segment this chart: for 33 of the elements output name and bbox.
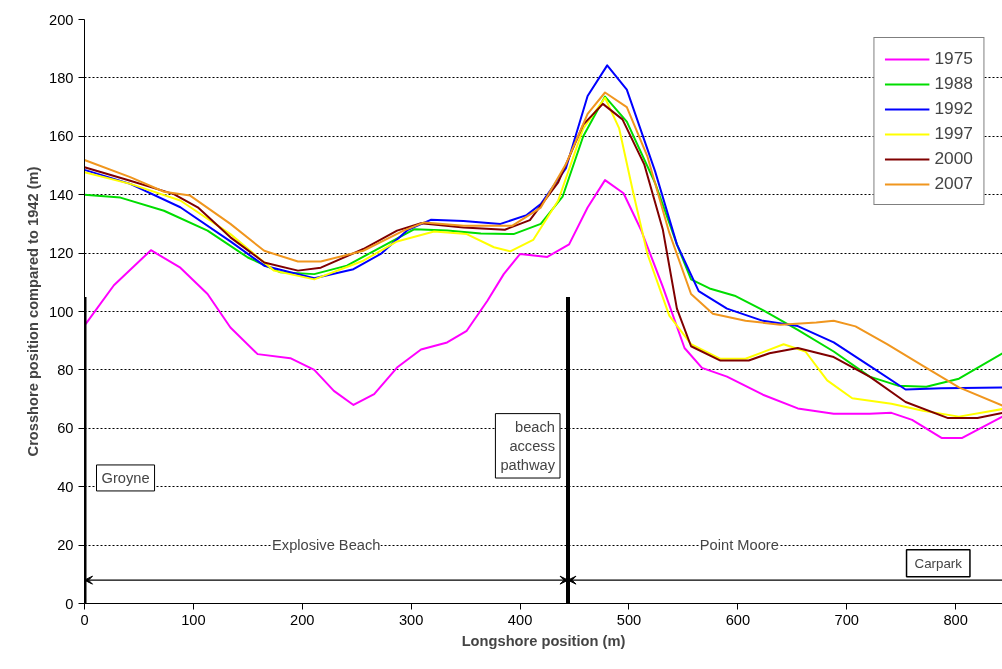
y-tick-label: 180 bbox=[49, 69, 74, 86]
y-tick-label: 20 bbox=[57, 537, 74, 554]
ref-line-label: beach access pathway bbox=[500, 418, 556, 474]
x-tick-label: 600 bbox=[725, 611, 751, 628]
legend-label: 1997 bbox=[934, 123, 973, 144]
annotation: Explosive Beach bbox=[272, 537, 381, 554]
y-tick-label: 160 bbox=[49, 128, 74, 145]
x-tick-label: 500 bbox=[616, 611, 642, 628]
x-axis-title: Longshore position (m) bbox=[461, 632, 626, 649]
annotation: Point Moore bbox=[699, 537, 779, 554]
x-tick-label: 100 bbox=[181, 611, 206, 628]
annotation: Carpark bbox=[914, 555, 963, 571]
x-tick-label: 400 bbox=[507, 611, 533, 628]
y-tick-label: 120 bbox=[49, 245, 74, 262]
y-tick-label: 60 bbox=[57, 420, 74, 437]
y-tick-label: 0 bbox=[65, 595, 74, 612]
legend-label: 1975 bbox=[934, 48, 973, 69]
x-tick-label: 800 bbox=[943, 611, 968, 628]
y-axis-title: Crosshore position compared to 1942 (m) bbox=[25, 166, 42, 457]
legend-label: 1988 bbox=[934, 73, 973, 94]
x-tick-label: 700 bbox=[834, 611, 860, 628]
legend-label: 2000 bbox=[934, 148, 973, 169]
legend-label: 2007 bbox=[934, 173, 973, 194]
ref-line-label: Groyne bbox=[101, 469, 150, 486]
x-tick-label: 300 bbox=[398, 611, 424, 628]
y-tick-label: 40 bbox=[57, 478, 74, 495]
y-tick-label: 200 bbox=[49, 11, 74, 28]
y-tick-label: 80 bbox=[57, 361, 74, 378]
x-tick-label: 200 bbox=[290, 611, 315, 628]
y-tick-label: 140 bbox=[49, 186, 74, 203]
x-tick-label: 0 bbox=[80, 611, 89, 628]
y-tick-label: 100 bbox=[49, 303, 74, 320]
legend-label: 1992 bbox=[934, 98, 973, 119]
